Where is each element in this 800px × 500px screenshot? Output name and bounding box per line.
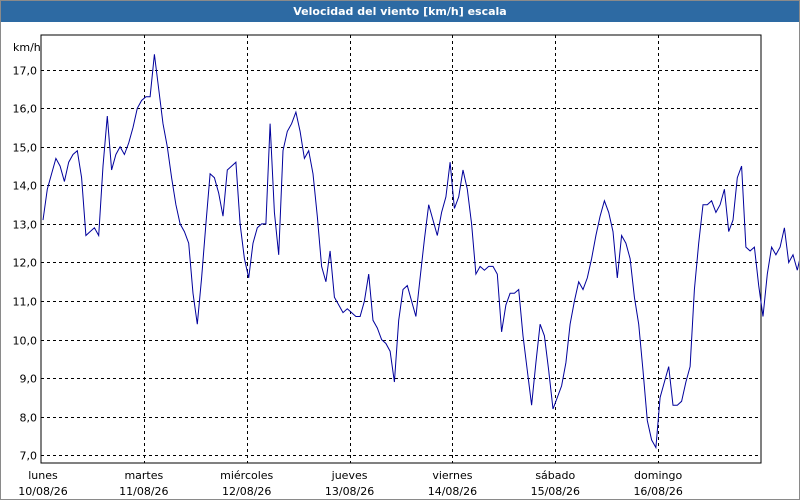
chart-title: Velocidad del viento [km/h] escala [1, 1, 799, 22]
x-tick-day: sábado [535, 469, 575, 482]
y-tick-label: 8,0 [20, 412, 38, 425]
x-tick-day: martes [124, 469, 163, 482]
y-tick-label: 11,0 [13, 296, 38, 309]
y-tick-label: 9,0 [20, 373, 38, 386]
chart-svg: 7,0 8,0 9,0 10,0 11,0 12,0 13,0 14,0 15,0 16,0 17,… [13, 34, 799, 498]
plot-frame [40, 34, 762, 464]
x-tick-day: miércoles [220, 469, 273, 482]
x-tick-date: 12/08/26 [222, 485, 271, 498]
y-tick-label: 13,0 [13, 219, 38, 232]
series-group [42, 54, 799, 450]
x-tick-date: 11/08/26 [119, 485, 168, 498]
y-tick-label: 14,0 [13, 180, 38, 193]
x-tick-date: 13/08/26 [325, 485, 374, 498]
x-tick-date: 10/08/26 [18, 485, 67, 498]
x-axis-ticks: lunes 10/08/26 martes 11/08/26 miércoles 12/0… [18, 469, 683, 498]
x-tick-day: viernes [432, 469, 472, 482]
y-tick-label: 17,0 [13, 65, 38, 78]
x-tick-date: 15/08/26 [531, 485, 580, 498]
y-tick-label: 16,0 [13, 103, 38, 116]
y-tick-label: 12,0 [13, 257, 38, 270]
y-axis-ticks: 7,0 8,0 9,0 10,0 11,0 12,0 13,0 14,0 15,0 16,0 17,… [13, 65, 38, 463]
plot-area [40, 34, 762, 464]
y-tick-label: 7,0 [20, 450, 38, 463]
wind-speed-line [42, 54, 799, 450]
y-tick-label: 15,0 [13, 142, 38, 155]
x-tick-day: domingo [634, 469, 682, 482]
x-tick-date: 16/08/26 [633, 485, 682, 498]
y-axis-label: km/h [13, 41, 41, 54]
x-tick-date: 14/08/26 [428, 485, 477, 498]
x-tick-day: lunes [28, 469, 58, 482]
x-tick-day: jueves [331, 469, 368, 482]
y-tick-label: 10,0 [13, 335, 38, 348]
